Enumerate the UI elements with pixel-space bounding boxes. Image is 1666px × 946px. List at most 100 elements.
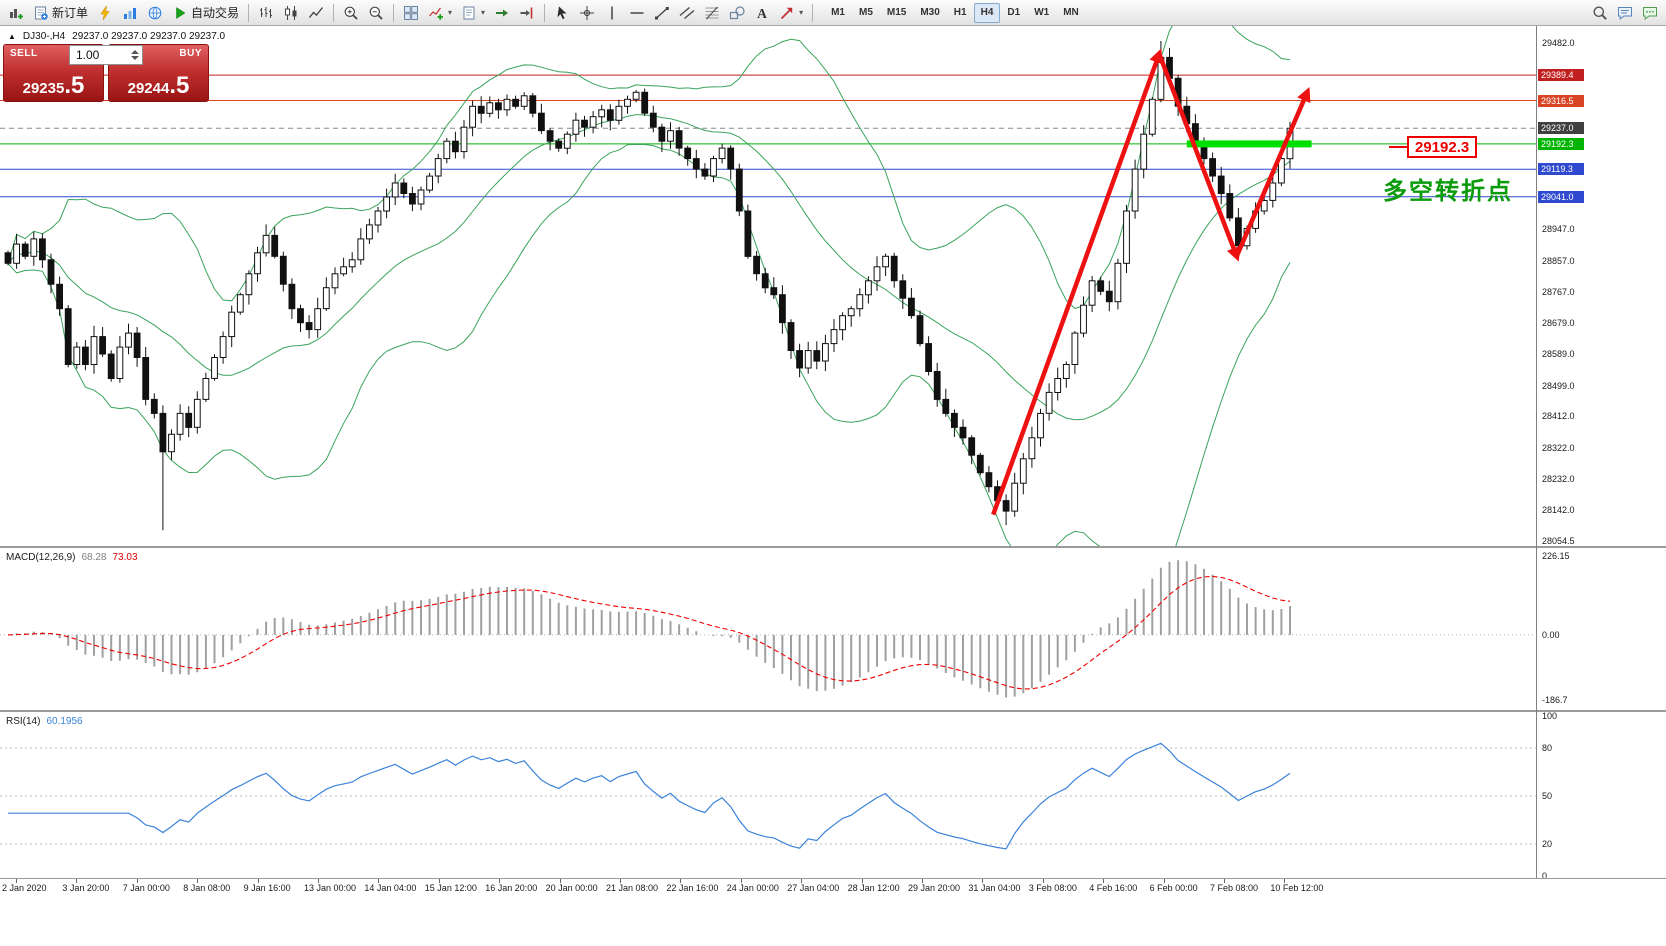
volume-spinner[interactable] — [129, 50, 140, 60]
macd-scale-label: -186.7 — [1542, 695, 1568, 705]
new-chart-button[interactable] — [4, 2, 28, 24]
time-tick — [438, 879, 440, 883]
bar-chart-button[interactable] — [254, 2, 278, 24]
search-button[interactable] — [1588, 2, 1612, 24]
time-tick — [1103, 879, 1105, 883]
panel-collapse-icon[interactable]: ▲ — [8, 32, 16, 41]
time-tick — [680, 879, 682, 883]
symbol-period-label: DJ30-,H4 — [22, 31, 66, 42]
text-button[interactable]: A — [750, 2, 774, 24]
timeframe-h4[interactable]: H4 — [973, 2, 1001, 23]
chat-icon — [1618, 6, 1632, 20]
metaeditor-button[interactable] — [93, 2, 117, 24]
trendline-button[interactable] — [650, 2, 674, 24]
community-button[interactable] — [143, 2, 167, 24]
rsi-name: RSI(14) — [6, 716, 41, 727]
macd-scale-label: 226.15 — [1542, 551, 1570, 561]
cursor-button[interactable] — [550, 2, 574, 24]
tile-windows-button[interactable] — [399, 2, 423, 24]
timeframe-m1[interactable]: M1 — [824, 3, 852, 23]
indicators-icon — [429, 7, 444, 20]
time-tick — [1284, 879, 1286, 883]
sell-price-pips: .5 — [64, 71, 85, 99]
price-axis[interactable]: 29482.0 28947.0 28857.0 28767.0 28679.0 28589… — [1538, 26, 1664, 884]
annotation-text[interactable]: 多空转折点 — [1383, 178, 1513, 205]
candle-chart-button[interactable] — [279, 2, 303, 24]
sell-price-main: 29235 — [22, 80, 65, 97]
main-chart-canvas[interactable] — [0, 26, 1537, 546]
rsi-value: 60.1956 — [46, 716, 83, 727]
spinner-up-icon[interactable] — [130, 50, 139, 54]
price-tick-label: 28322.0 — [1542, 442, 1575, 453]
community-chat-button[interactable] — [1638, 2, 1662, 24]
auto-trading-button[interactable]: 自动交易 — [168, 2, 243, 24]
rsi-canvas[interactable] — [0, 712, 1537, 878]
zoom-out-button[interactable] — [364, 2, 388, 24]
chart-shift-button[interactable] — [515, 2, 539, 24]
shapes-button[interactable] — [725, 2, 749, 24]
shift-icon — [520, 7, 533, 18]
macd-canvas[interactable] — [0, 548, 1537, 710]
price-tick-label: 28589.0 — [1542, 349, 1575, 360]
play-icon — [176, 6, 186, 19]
time-label: 28 Jan 12:00 — [847, 883, 900, 893]
templates-button[interactable]: ▾ — [457, 2, 489, 24]
zoom-in-icon — [344, 6, 358, 20]
time-tick — [378, 879, 380, 883]
line-chart-button[interactable] — [304, 2, 328, 24]
timeframe-m5[interactable]: M5 — [852, 3, 880, 23]
zoom-in-button[interactable] — [339, 2, 363, 24]
search-icon — [1593, 6, 1607, 20]
timeframe-mn[interactable]: MN — [1056, 3, 1086, 23]
time-tick — [861, 879, 863, 883]
dropdown-caret-icon: ▾ — [799, 8, 804, 17]
svg-text:A: A — [757, 6, 767, 21]
horizontal-line-button[interactable] — [625, 2, 649, 24]
rsi-scale-label: 0 — [1542, 871, 1548, 881]
price-tick-label: 28499.0 — [1542, 380, 1575, 391]
timeframe-d1[interactable]: D1 — [1000, 3, 1027, 23]
price-tick-label: 28232.0 — [1542, 473, 1575, 484]
time-label: 9 Jan 16:00 — [243, 883, 291, 893]
sell-label: SELL — [10, 48, 38, 59]
buy-price: 29244.5 — [109, 73, 208, 97]
arrows-button[interactable]: ▾ — [775, 2, 807, 24]
price-tick-label: 28054.5 — [1542, 535, 1575, 546]
vertical-line-button[interactable] — [600, 2, 624, 24]
timeframe-m15[interactable]: M15 — [880, 3, 913, 23]
toolbar-separator — [248, 3, 250, 22]
crosshair-button[interactable] — [575, 2, 599, 24]
fibonacci-icon — [705, 6, 719, 19]
indicators-button[interactable]: ▾ — [424, 2, 456, 24]
price-level-label: 29316.5 — [1538, 94, 1584, 107]
time-tick — [982, 879, 984, 883]
channel-button[interactable] — [675, 2, 699, 24]
panel-separator[interactable] — [0, 546, 1666, 548]
time-label: 24 Jan 00:00 — [726, 883, 779, 893]
spinner-down-icon[interactable] — [130, 56, 139, 60]
volume-input[interactable]: 1.00 — [69, 45, 143, 65]
arrows-icon — [780, 7, 793, 19]
timeframe-w1[interactable]: W1 — [1027, 3, 1056, 23]
panel-separator — [0, 878, 1666, 879]
autoscroll-icon — [496, 9, 509, 16]
auto-scroll-button[interactable] — [490, 2, 514, 24]
callout-leader-line — [1389, 146, 1407, 148]
panel-separator[interactable] — [0, 710, 1666, 712]
chat-button[interactable] — [1613, 2, 1637, 24]
new-order-button[interactable]: 新订单 — [29, 2, 92, 24]
time-label: 4 Feb 16:00 — [1089, 883, 1138, 893]
order-form-icon — [35, 6, 48, 20]
timeframe-h1[interactable]: H1 — [947, 3, 974, 23]
chart-plus-icon — [10, 8, 23, 19]
templates-icon — [463, 6, 475, 19]
timeframe-m30[interactable]: M30 — [913, 3, 946, 23]
time-axis[interactable]: 2 Jan 2020 3 Jan 20:00 7 Jan 00:00 8 Jan 08… — [0, 879, 1666, 898]
time-label: 27 Jan 04:00 — [787, 883, 840, 893]
volume-value: 1.00 — [76, 48, 100, 62]
fibonacci-button[interactable] — [700, 2, 724, 24]
price-callout[interactable]: 29192.3 — [1407, 136, 1478, 158]
market-watch-button[interactable] — [118, 2, 142, 24]
main-toolbar: 新订单 自动交易 ▾ ▾ A ▾ M1 M5 M15 M30 H1 H4 D1 W1 MN — [0, 0, 1666, 26]
shapes-icon — [729, 5, 745, 19]
